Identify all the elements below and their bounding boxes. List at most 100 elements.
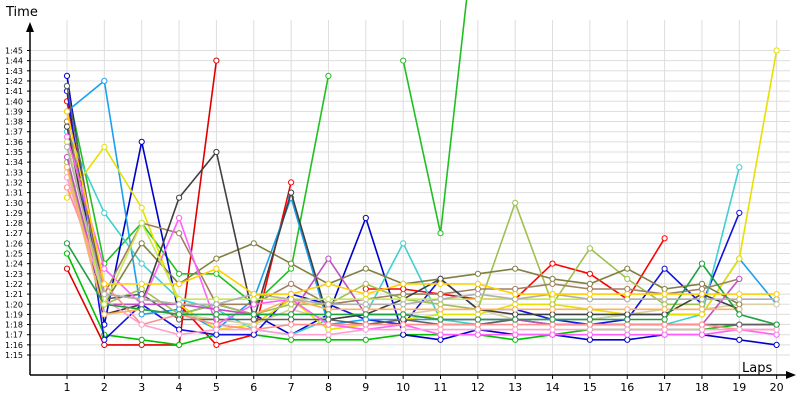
data-point [474, 311, 481, 318]
data-point [698, 311, 706, 318]
x-tick-label: 15 [583, 381, 597, 394]
data-point [213, 341, 220, 348]
data-point [698, 291, 706, 298]
data-point [736, 164, 743, 171]
data-point [624, 336, 631, 343]
data-point [474, 291, 481, 298]
data-point [213, 57, 220, 64]
data-point [773, 301, 780, 308]
data-point [661, 331, 668, 338]
data-point [549, 301, 556, 308]
x-tick-label: 7 [288, 381, 295, 394]
data-point [512, 321, 519, 328]
x-tick-label: 19 [732, 381, 746, 394]
data-point [512, 311, 519, 318]
data-point [213, 301, 220, 308]
data-point [138, 311, 145, 318]
data-point [736, 321, 743, 328]
data-point [586, 285, 594, 293]
data-point [362, 301, 369, 308]
data-point [213, 306, 220, 313]
data-point [176, 301, 183, 308]
y-tick-label: 1:41 [5, 87, 23, 96]
data-point [512, 199, 519, 206]
data-point [362, 321, 369, 328]
data-point [512, 265, 519, 272]
data-point [437, 280, 444, 287]
y-tick-label: 1:30 [5, 199, 23, 208]
x-tick-label: 6 [250, 381, 257, 394]
data-point [138, 240, 145, 247]
data-point [63, 133, 71, 140]
data-point [549, 260, 556, 267]
data-point [400, 326, 407, 333]
data-point [362, 306, 369, 313]
x-tick-label: 10 [396, 381, 410, 394]
data-point [400, 57, 407, 64]
x-tick-label: 14 [546, 381, 560, 394]
data-point [437, 291, 444, 298]
y-tick-label: 1:17 [5, 331, 23, 340]
data-point [773, 326, 780, 333]
series-line-group [63, 133, 780, 338]
data-point [288, 296, 295, 303]
data-point [400, 240, 407, 247]
data-point [176, 230, 183, 237]
data-point [549, 296, 556, 303]
data-point [250, 291, 257, 298]
data-point [549, 326, 556, 333]
data-point [773, 291, 780, 298]
data-point [624, 291, 631, 298]
data-point [138, 336, 145, 343]
data-point [474, 326, 481, 333]
data-point [661, 285, 668, 293]
data-point [698, 260, 706, 267]
data-point [773, 331, 780, 338]
data-point [586, 245, 594, 252]
data-point [176, 311, 183, 318]
data-point [474, 285, 481, 293]
series-line-group [63, 82, 780, 328]
y-tick-label: 1:26 [5, 239, 23, 248]
series-line [66, 177, 777, 336]
data-point [138, 306, 145, 313]
data-point [400, 285, 407, 293]
y-tick-label: 1:35 [5, 148, 23, 157]
data-point [325, 326, 332, 333]
data-point [362, 265, 369, 272]
y-tick-label: 1:24 [5, 260, 23, 269]
data-point [400, 291, 407, 298]
data-point [400, 316, 407, 323]
data-point [138, 260, 145, 267]
series-layer [63, 0, 780, 348]
series-line [66, 242, 777, 326]
data-point [400, 321, 407, 328]
data-point [138, 219, 145, 227]
data-point [586, 311, 594, 318]
y-tick-label: 1:27 [5, 229, 23, 238]
data-point [586, 291, 594, 298]
data-point [512, 291, 519, 298]
y-tick-label: 1:34 [5, 158, 23, 167]
x-tick-label: 16 [620, 381, 634, 394]
data-point [586, 270, 594, 277]
data-point [698, 280, 706, 287]
data-point [512, 326, 519, 333]
data-point [437, 326, 444, 333]
data-point [474, 316, 481, 323]
data-point [213, 331, 220, 338]
data-point [661, 296, 668, 303]
data-point [736, 209, 743, 216]
y-tick-label: 1:40 [5, 97, 23, 106]
data-point [213, 321, 220, 328]
data-point [362, 280, 369, 287]
data-point [176, 341, 183, 348]
data-point [474, 321, 481, 328]
data-point [63, 82, 71, 90]
data-point [288, 280, 295, 287]
y-tick-label: 1:16 [5, 341, 23, 350]
data-point [63, 250, 71, 257]
series-line [66, 161, 702, 316]
data-point [63, 108, 71, 115]
data-point [101, 265, 108, 272]
